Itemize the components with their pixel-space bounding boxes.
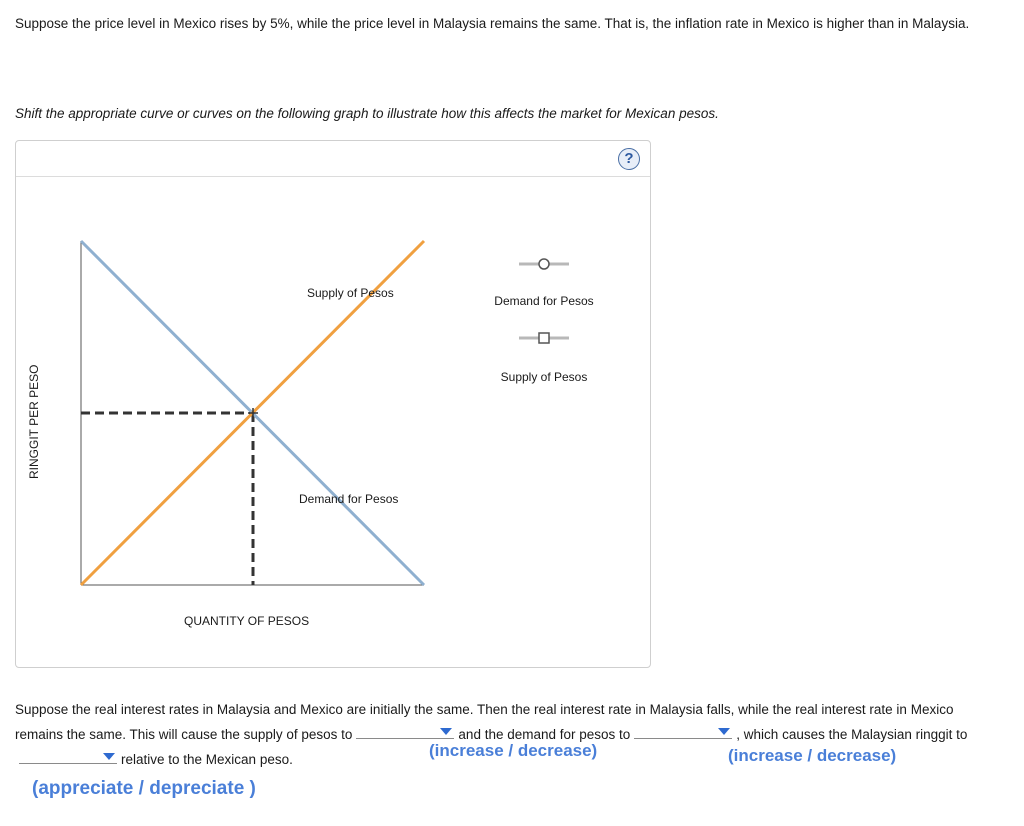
question2-part4: relative to the Mexican peso. bbox=[121, 752, 293, 767]
demand-change-dropdown[interactable] bbox=[634, 723, 733, 739]
x-axis-label: QUANTITY OF PESOS bbox=[184, 614, 309, 628]
supply-options-hint: (increase / decrease) bbox=[429, 741, 598, 760]
question2-part2: and the demand for pesos to bbox=[458, 727, 631, 742]
ringgit-options-hint: (appreciate / depreciate ) bbox=[32, 778, 256, 799]
question2-part1: Suppose the real interest rates in Malay… bbox=[15, 702, 954, 742]
supply-curve-label: Supply of Pesos bbox=[307, 286, 394, 300]
legend-demand-tool[interactable] bbox=[519, 258, 569, 270]
supply-change-dropdown[interactable] bbox=[356, 723, 455, 739]
ringgit-change-dropdown[interactable] bbox=[19, 748, 117, 764]
dropdown-arrow-icon bbox=[103, 753, 115, 760]
legend-supply-label: Supply of Pesos bbox=[501, 370, 588, 384]
legend-supply-tool[interactable] bbox=[519, 332, 569, 344]
graph-panel: ? Supply of Pesos Demand for Pesos QUANT… bbox=[15, 140, 651, 668]
dropdown-arrow-icon bbox=[440, 728, 453, 735]
instruction-text: Shift the appropriate curve or curves on… bbox=[15, 106, 719, 121]
question2-part3: , which causes the Malaysian ringgit to bbox=[736, 727, 968, 742]
graph-panel-header: ? bbox=[16, 141, 650, 177]
square-handle-icon[interactable] bbox=[538, 332, 550, 344]
demand-options-hint: (increase / decrease) bbox=[728, 746, 897, 765]
graph-canvas: Supply of Pesos Demand for Pesos QUANTIT… bbox=[27, 239, 594, 628]
y-axis-label: RINGGIT PER PESO bbox=[27, 365, 41, 479]
circle-handle-icon[interactable] bbox=[538, 258, 550, 270]
legend-demand-label: Demand for Pesos bbox=[494, 294, 593, 308]
help-icon[interactable]: ? bbox=[618, 148, 640, 170]
question-intro-text: Suppose the price level in Mexico rises … bbox=[15, 16, 970, 31]
question-interest-rate-text: Suppose the real interest rates in Malay… bbox=[15, 697, 1005, 772]
demand-curve-label: Demand for Pesos bbox=[299, 492, 398, 506]
dropdown-arrow-icon bbox=[718, 728, 731, 735]
